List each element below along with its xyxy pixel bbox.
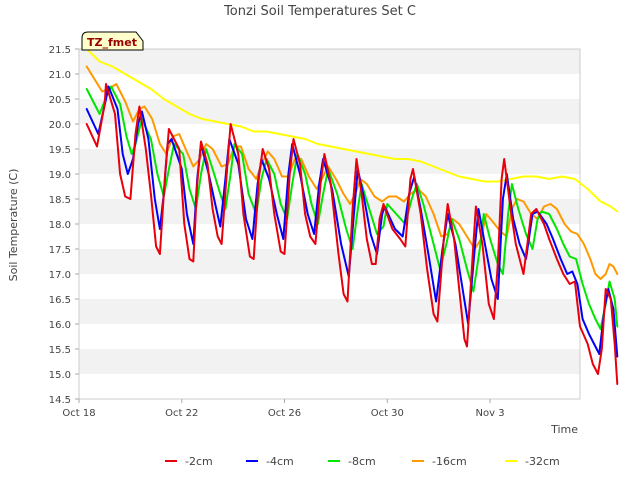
legend-label: -32cm bbox=[525, 455, 560, 468]
grid-band bbox=[79, 49, 580, 74]
y-axis-label: Soil Temperature (C) bbox=[7, 169, 20, 282]
y-tick-label: 15.0 bbox=[49, 370, 71, 381]
grid-band bbox=[79, 374, 580, 399]
x-axis-label: Time bbox=[550, 423, 578, 436]
y-tick-label: 14.5 bbox=[49, 395, 71, 406]
y-tick-label: 19.5 bbox=[49, 145, 71, 156]
annotation-label: TZ_fmet bbox=[87, 36, 137, 49]
legend-label: -16cm bbox=[432, 455, 467, 468]
series-line-32cmcm bbox=[85, 48, 619, 213]
legend-item: -16cm bbox=[412, 455, 467, 468]
y-tick-label: 21.0 bbox=[49, 70, 71, 81]
series-lines bbox=[85, 48, 619, 385]
y-tick-label: 15.5 bbox=[49, 345, 71, 356]
legend-item: -2cm bbox=[165, 455, 213, 468]
y-tick-label: 17.0 bbox=[49, 270, 71, 281]
legend-label: -2cm bbox=[185, 455, 213, 468]
grid-band bbox=[79, 99, 580, 124]
series-line-8cmcm bbox=[85, 85, 619, 330]
x-tick-label: Oct 22 bbox=[165, 408, 198, 419]
x-tick-label: Oct 26 bbox=[268, 408, 301, 419]
x-axis-ticks: Oct 18 Oct 22 Oct 26 Oct 30 Nov 3 bbox=[62, 399, 505, 419]
legend-label: -8cm bbox=[348, 455, 376, 468]
y-axis-ticks: 14.5 15.0 15.5 16.0 16.5 17.0 17.5 18.0 18.5 19.0… bbox=[49, 45, 79, 406]
chart-title: Tonzi Soil Temperatures Set C bbox=[223, 4, 416, 19]
legend-item: -4cm bbox=[246, 455, 294, 468]
y-tick-label: 21.5 bbox=[49, 45, 71, 56]
y-tick-label: 16.0 bbox=[49, 320, 71, 331]
y-tick-label: 17.5 bbox=[49, 245, 71, 256]
legend: -2cm -4cm -8cm -16cm -32cm bbox=[165, 455, 560, 468]
y-tick-label: 18.0 bbox=[49, 220, 71, 231]
x-tick-label: Oct 30 bbox=[371, 408, 404, 419]
grid-band bbox=[79, 124, 580, 149]
grid-band bbox=[79, 349, 580, 374]
legend-label: -4cm bbox=[266, 455, 294, 468]
x-tick-label: Oct 18 bbox=[62, 408, 95, 419]
series-line-4cmcm bbox=[85, 85, 619, 358]
series-line-2cmcm bbox=[85, 83, 619, 385]
grid-band bbox=[79, 74, 580, 99]
grid-band bbox=[79, 299, 580, 324]
y-tick-label: 18.5 bbox=[49, 195, 71, 206]
tz-fmet-annotation: TZ_fmet bbox=[81, 31, 144, 51]
y-tick-label: 20.5 bbox=[49, 95, 71, 106]
y-tick-label: 20.0 bbox=[49, 120, 71, 131]
background-bands bbox=[79, 49, 580, 399]
legend-item: -32cm bbox=[505, 455, 560, 468]
y-tick-label: 16.5 bbox=[49, 295, 71, 306]
x-tick-label: Nov 3 bbox=[476, 408, 505, 419]
legend-item: -8cm bbox=[328, 455, 376, 468]
y-tick-label: 19.0 bbox=[49, 170, 71, 181]
grid-band bbox=[79, 274, 580, 299]
annotation-box bbox=[81, 31, 144, 51]
grid-band bbox=[79, 324, 580, 349]
